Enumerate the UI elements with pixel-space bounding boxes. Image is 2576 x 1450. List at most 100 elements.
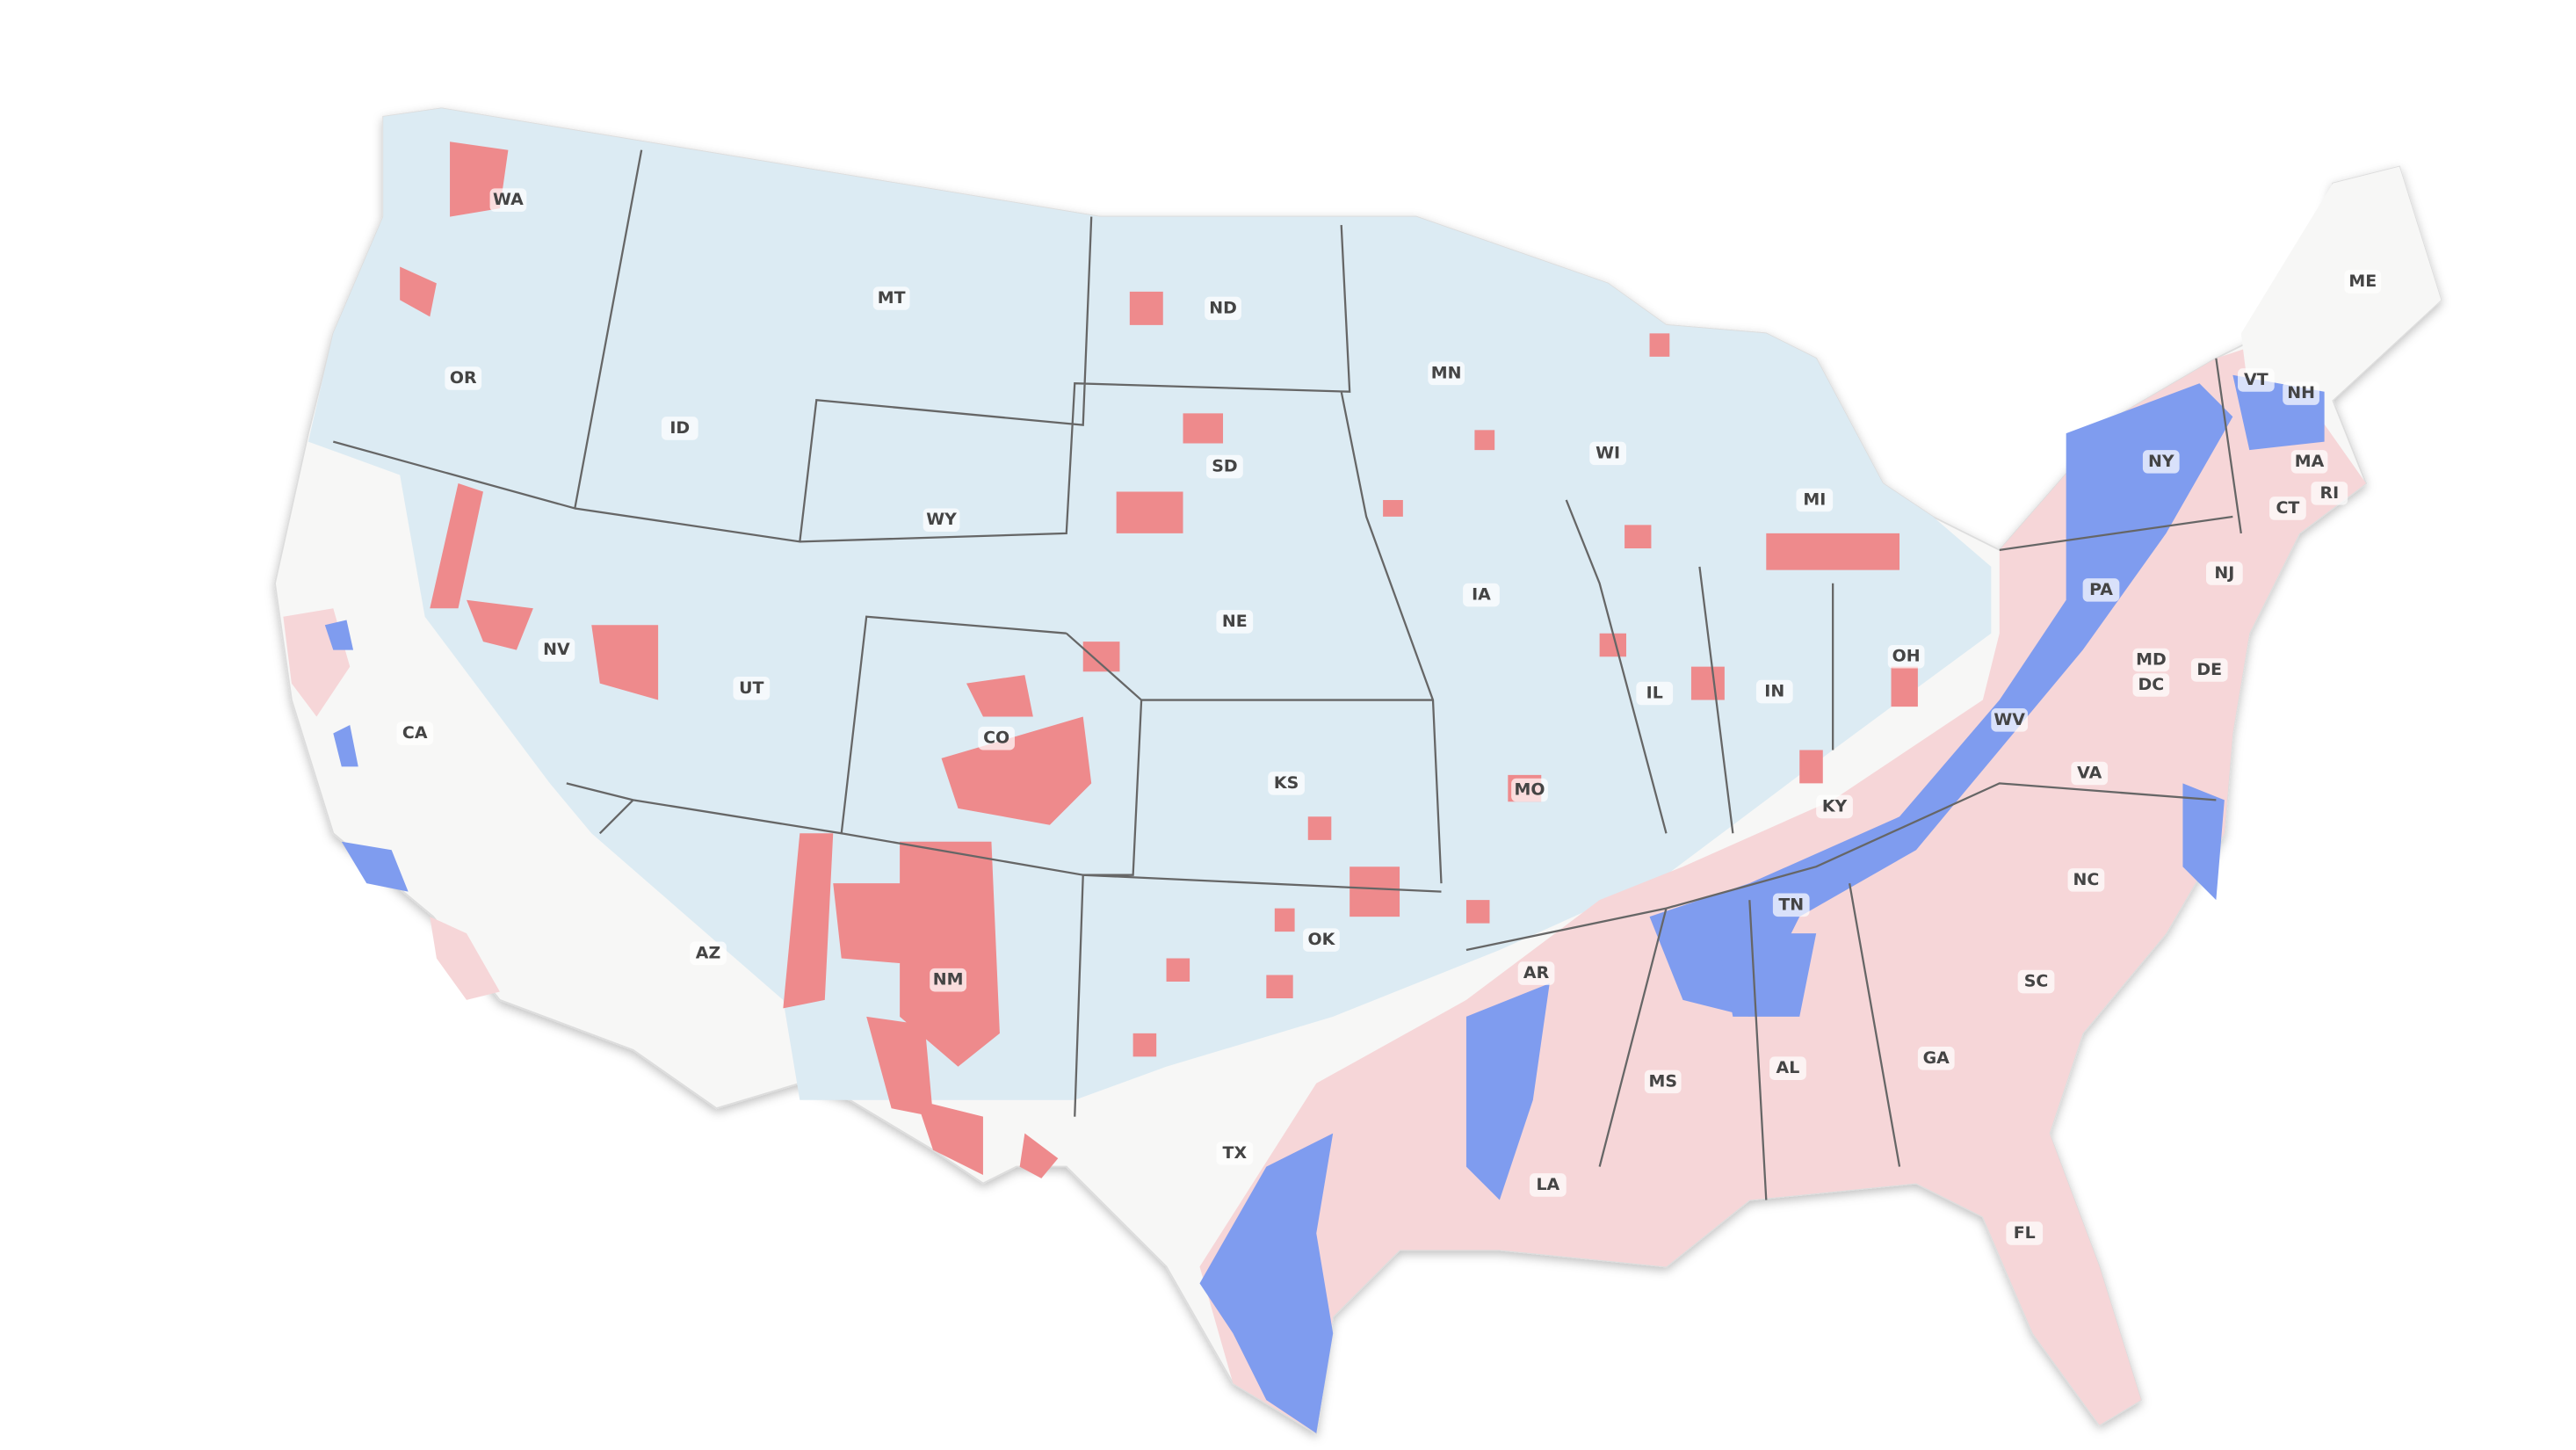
wa-cluster [400,141,509,317]
label-background [1303,928,1340,952]
state-label: CO [983,729,1009,748]
state-label: NY [2148,452,2174,471]
ca-cluster [324,620,409,892]
state-label: OR [450,368,477,388]
label-background [1529,1173,1567,1197]
label-background [2132,673,2170,697]
state-label: OH [1892,647,1921,666]
state-label: RI [2319,483,2339,503]
state-label: MS [1648,1071,1677,1091]
label-background [2238,368,2275,392]
state-label: SD [1212,457,1237,476]
co-cluster [941,675,1092,825]
label-background [2205,562,2243,585]
label-background [445,366,482,390]
label-background [2132,648,2170,672]
louisiana-cluster [1465,982,1550,1200]
label-background [1772,893,1810,917]
state-label: AZ [696,943,720,962]
label-background [690,941,727,966]
label-background [1511,778,1548,802]
label-background [538,638,575,662]
label-background [1636,681,1674,706]
label-background [1589,441,1626,466]
label-background [1816,794,1853,819]
midwest-spots [1383,333,1918,924]
state-label: SC [2024,972,2049,991]
state-label: UT [739,678,763,698]
label-background [733,677,771,700]
label-background [978,726,1015,750]
alabama-cluster [1716,933,1817,1017]
label-background [923,508,960,533]
label-background [1206,454,1243,479]
label-background [2190,658,2228,682]
state-label: MI [1803,489,1826,509]
state-label: CT [2276,498,2299,518]
label-background [872,286,910,310]
state-label: MD [2136,650,2167,670]
state-label: WA [493,190,524,209]
label-background [2283,381,2319,405]
label-background [2142,450,2180,474]
state-label: ME [2348,272,2377,291]
state-label: TX [1223,1143,1248,1163]
state-label: WI [1596,443,1620,462]
state-label: PA [2089,580,2113,599]
label-background [1887,644,1925,669]
state-label: WV [1994,710,2025,729]
label-background [489,188,527,212]
state-label: DC [2138,675,2165,694]
state-borders [332,149,2242,1200]
state-label: NE [1222,612,1248,631]
state-label: VA [2077,763,2102,782]
label-background [1205,296,1241,321]
state-label: FL [2014,1223,2036,1243]
state-label: NC [2073,870,2100,889]
light-blue-region [308,108,1992,1100]
state-label: KS [1274,773,1299,793]
state-label: IN [1764,682,1784,701]
state-label: OK [1308,930,1336,949]
state-border [332,149,2242,1200]
label-background [2006,1222,2044,1245]
label-background [2067,868,2105,892]
label-background [1216,1142,1254,1165]
label-background [2311,482,2348,505]
label-background [396,721,434,745]
label-background [1991,708,2029,732]
label-background [2017,969,2055,994]
label-background [1268,772,1305,795]
pink-ca-coast [283,608,500,1000]
label-background [930,968,966,992]
nv-cluster [430,483,659,700]
label-background [1769,1056,1806,1080]
va-coast-cluster [2182,783,2225,901]
label-background [1216,610,1254,634]
label-background [1755,679,1793,704]
state-label: ID [669,418,690,438]
appalachian-cluster [1649,383,2233,1017]
label-background [2082,578,2120,602]
label-background [1644,1069,1682,1094]
blue-counties [324,374,2325,1434]
label-background [1463,583,1500,607]
state-label: LA [1536,1175,1559,1194]
state-label: NV [543,640,570,659]
label-background [2269,497,2306,520]
state-label: MN [1431,363,1462,382]
state-labels: WA OR CA NV ID MT WY UT AZ CO NM ND SD NE KS OK TX MN IA MO… [396,188,2382,1245]
red-counties [400,141,1918,1178]
state-label: DE [2196,660,2222,679]
label-background [661,417,698,440]
state-label: CA [402,723,428,743]
label-background [1428,361,1465,386]
state-label: MO [1515,779,1545,799]
state-label: AR [1523,963,1550,982]
label-background [1917,1047,1955,1070]
label-background [2290,450,2328,474]
state-label: NJ [2214,563,2234,583]
state-label: IL [1646,683,1663,702]
state-label: GA [1923,1048,1950,1068]
